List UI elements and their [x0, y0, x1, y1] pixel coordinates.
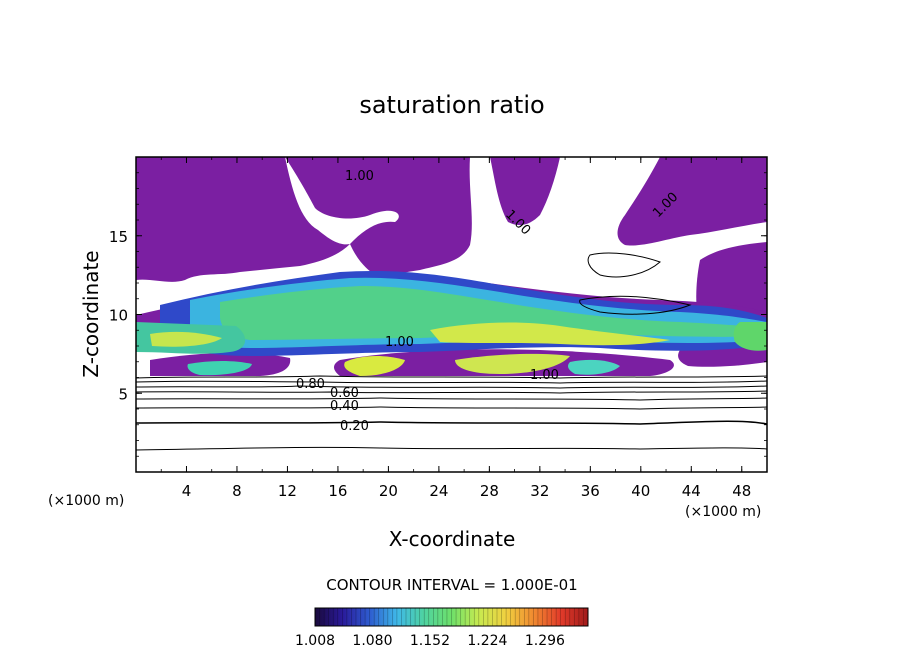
- contour-label: 0.20: [340, 419, 369, 434]
- contour-label: 0.80: [296, 377, 325, 392]
- band-left-yellow: [150, 331, 222, 347]
- saturated-region-top-right-a: [490, 157, 560, 226]
- contour-label: 1.00: [385, 335, 414, 350]
- x-tick-label: 36: [581, 482, 600, 500]
- contour-line: [136, 420, 767, 425]
- colorbar-tick-labels: 1.008 1.080 1.152 1.224 1.296: [295, 633, 565, 649]
- colorbar: [314, 607, 589, 627]
- x-unit-label: (×1000 m): [685, 504, 761, 520]
- x-tick-label: 48: [732, 482, 751, 500]
- contour-line: [136, 406, 767, 410]
- x-tick-label: 20: [379, 482, 398, 500]
- contour-line: [136, 380, 767, 384]
- contour-line: [136, 385, 767, 389]
- x-tick-label: 24: [429, 482, 448, 500]
- x-tick-label: 12: [278, 482, 297, 500]
- x-tick-label: 4: [182, 482, 192, 500]
- colorbar-tick-label: 1.080: [352, 633, 392, 649]
- contour-label: 0.60: [330, 386, 359, 401]
- contour-line: [136, 397, 767, 401]
- x-axis-ticks: 4 8 12 16 20 24 28 32 36 40 44 48: [160, 157, 751, 500]
- y-tick-label: 10: [109, 307, 128, 325]
- colorbar-tick-label: 1.152: [410, 633, 450, 649]
- y-axis-ticks: 5 10 15: [109, 172, 767, 457]
- colorbar-stripes: [319, 608, 584, 626]
- colorbar-tick-label: 1.296: [525, 633, 565, 649]
- contour-line: [579, 295, 692, 315]
- colorbar-tick-label: 1.224: [467, 633, 507, 649]
- x-tick-label: 40: [631, 482, 650, 500]
- y-axis-title: Z-coordinate: [79, 250, 103, 377]
- colorbar-tick-label: 1.008: [295, 633, 335, 649]
- z-unit-label: (×1000 m): [48, 493, 124, 509]
- x-tick-label: 16: [328, 482, 347, 500]
- band-lower-mid: [344, 356, 405, 376]
- contour-label: 0.40: [330, 399, 359, 414]
- x-tick-label: 32: [530, 482, 549, 500]
- contour-lines: [136, 252, 767, 451]
- saturated-region-top-mid: [285, 157, 472, 276]
- band-yellow-center: [430, 322, 670, 346]
- contour-line: [587, 252, 661, 278]
- saturated-region-top-right-b: [617, 157, 767, 246]
- band-lower-mid3: [567, 359, 620, 375]
- saturated-region-top-left: [136, 157, 350, 282]
- band-green: [220, 286, 767, 340]
- contour-line: [136, 375, 767, 379]
- x-tick-label: 44: [682, 482, 701, 500]
- contour-label: 1.00: [530, 368, 559, 383]
- y-tick-label: 5: [118, 385, 128, 403]
- x-axis-title: X-coordinate: [389, 527, 516, 551]
- contour-line: [136, 446, 767, 451]
- contour-interval-text: CONTOUR INTERVAL = 1.000E-01: [326, 576, 577, 594]
- band-lower-mid2: [455, 353, 570, 374]
- chart-title: saturation ratio: [359, 91, 544, 119]
- x-tick-label: 28: [480, 482, 499, 500]
- supersaturation-bands: [136, 270, 767, 376]
- plot-field: 1.00 1.00 1.00 1.00 1.00 0.80 0.60 0.40 …: [136, 157, 767, 472]
- band-lower-left: [187, 361, 252, 376]
- x-tick-label: 8: [232, 482, 242, 500]
- y-tick-label: 15: [109, 228, 128, 246]
- contour-line: [136, 390, 767, 394]
- contour-label: 1.00: [345, 169, 374, 184]
- band-right-green: [733, 322, 767, 351]
